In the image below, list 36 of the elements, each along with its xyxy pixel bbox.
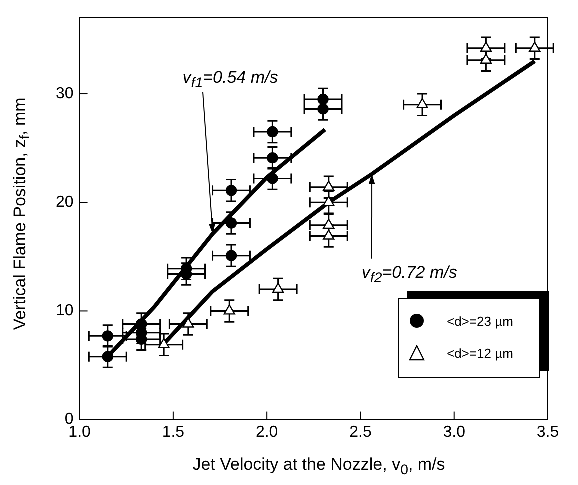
point [416,98,428,108]
point [102,330,114,342]
point [318,94,329,106]
x-tick-label: 2.5 [350,424,372,441]
annotation: v$_{f1}$=0.54 m/s [182,68,278,92]
point [267,152,278,164]
annotation: v$_{f2}$=0.72 m/s [362,263,458,287]
y-tick-label: 30 [56,85,74,102]
x-tick-label: 2.0 [256,424,278,441]
y-tick-label: 20 [56,194,74,212]
point [318,104,329,115]
x-tick-label: 3.5 [536,424,560,441]
point [323,180,335,192]
point [323,196,335,206]
legend-label: <d>=12 µm [447,346,514,360]
point [323,230,335,240]
point [323,218,335,230]
point [267,173,278,184]
x-axis-title: Jet Velocity at the Nozzle, v$_{0}$, m/s [192,455,446,478]
point [158,338,170,348]
point [267,126,278,138]
point [272,282,284,294]
point [480,54,492,64]
point [226,218,238,229]
point [480,42,492,52]
x-tick-label: 1.5 [162,424,185,441]
point [226,250,238,262]
y-tick-label: 10 [56,302,74,320]
point [102,351,114,362]
point [226,185,238,196]
point [182,318,194,328]
point [529,42,541,52]
x-tick-label: 1.0 [68,424,92,441]
x-tick-label: 3.0 [443,424,466,441]
legend-label: <d>=23 µm [447,314,514,328]
point [224,304,236,315]
